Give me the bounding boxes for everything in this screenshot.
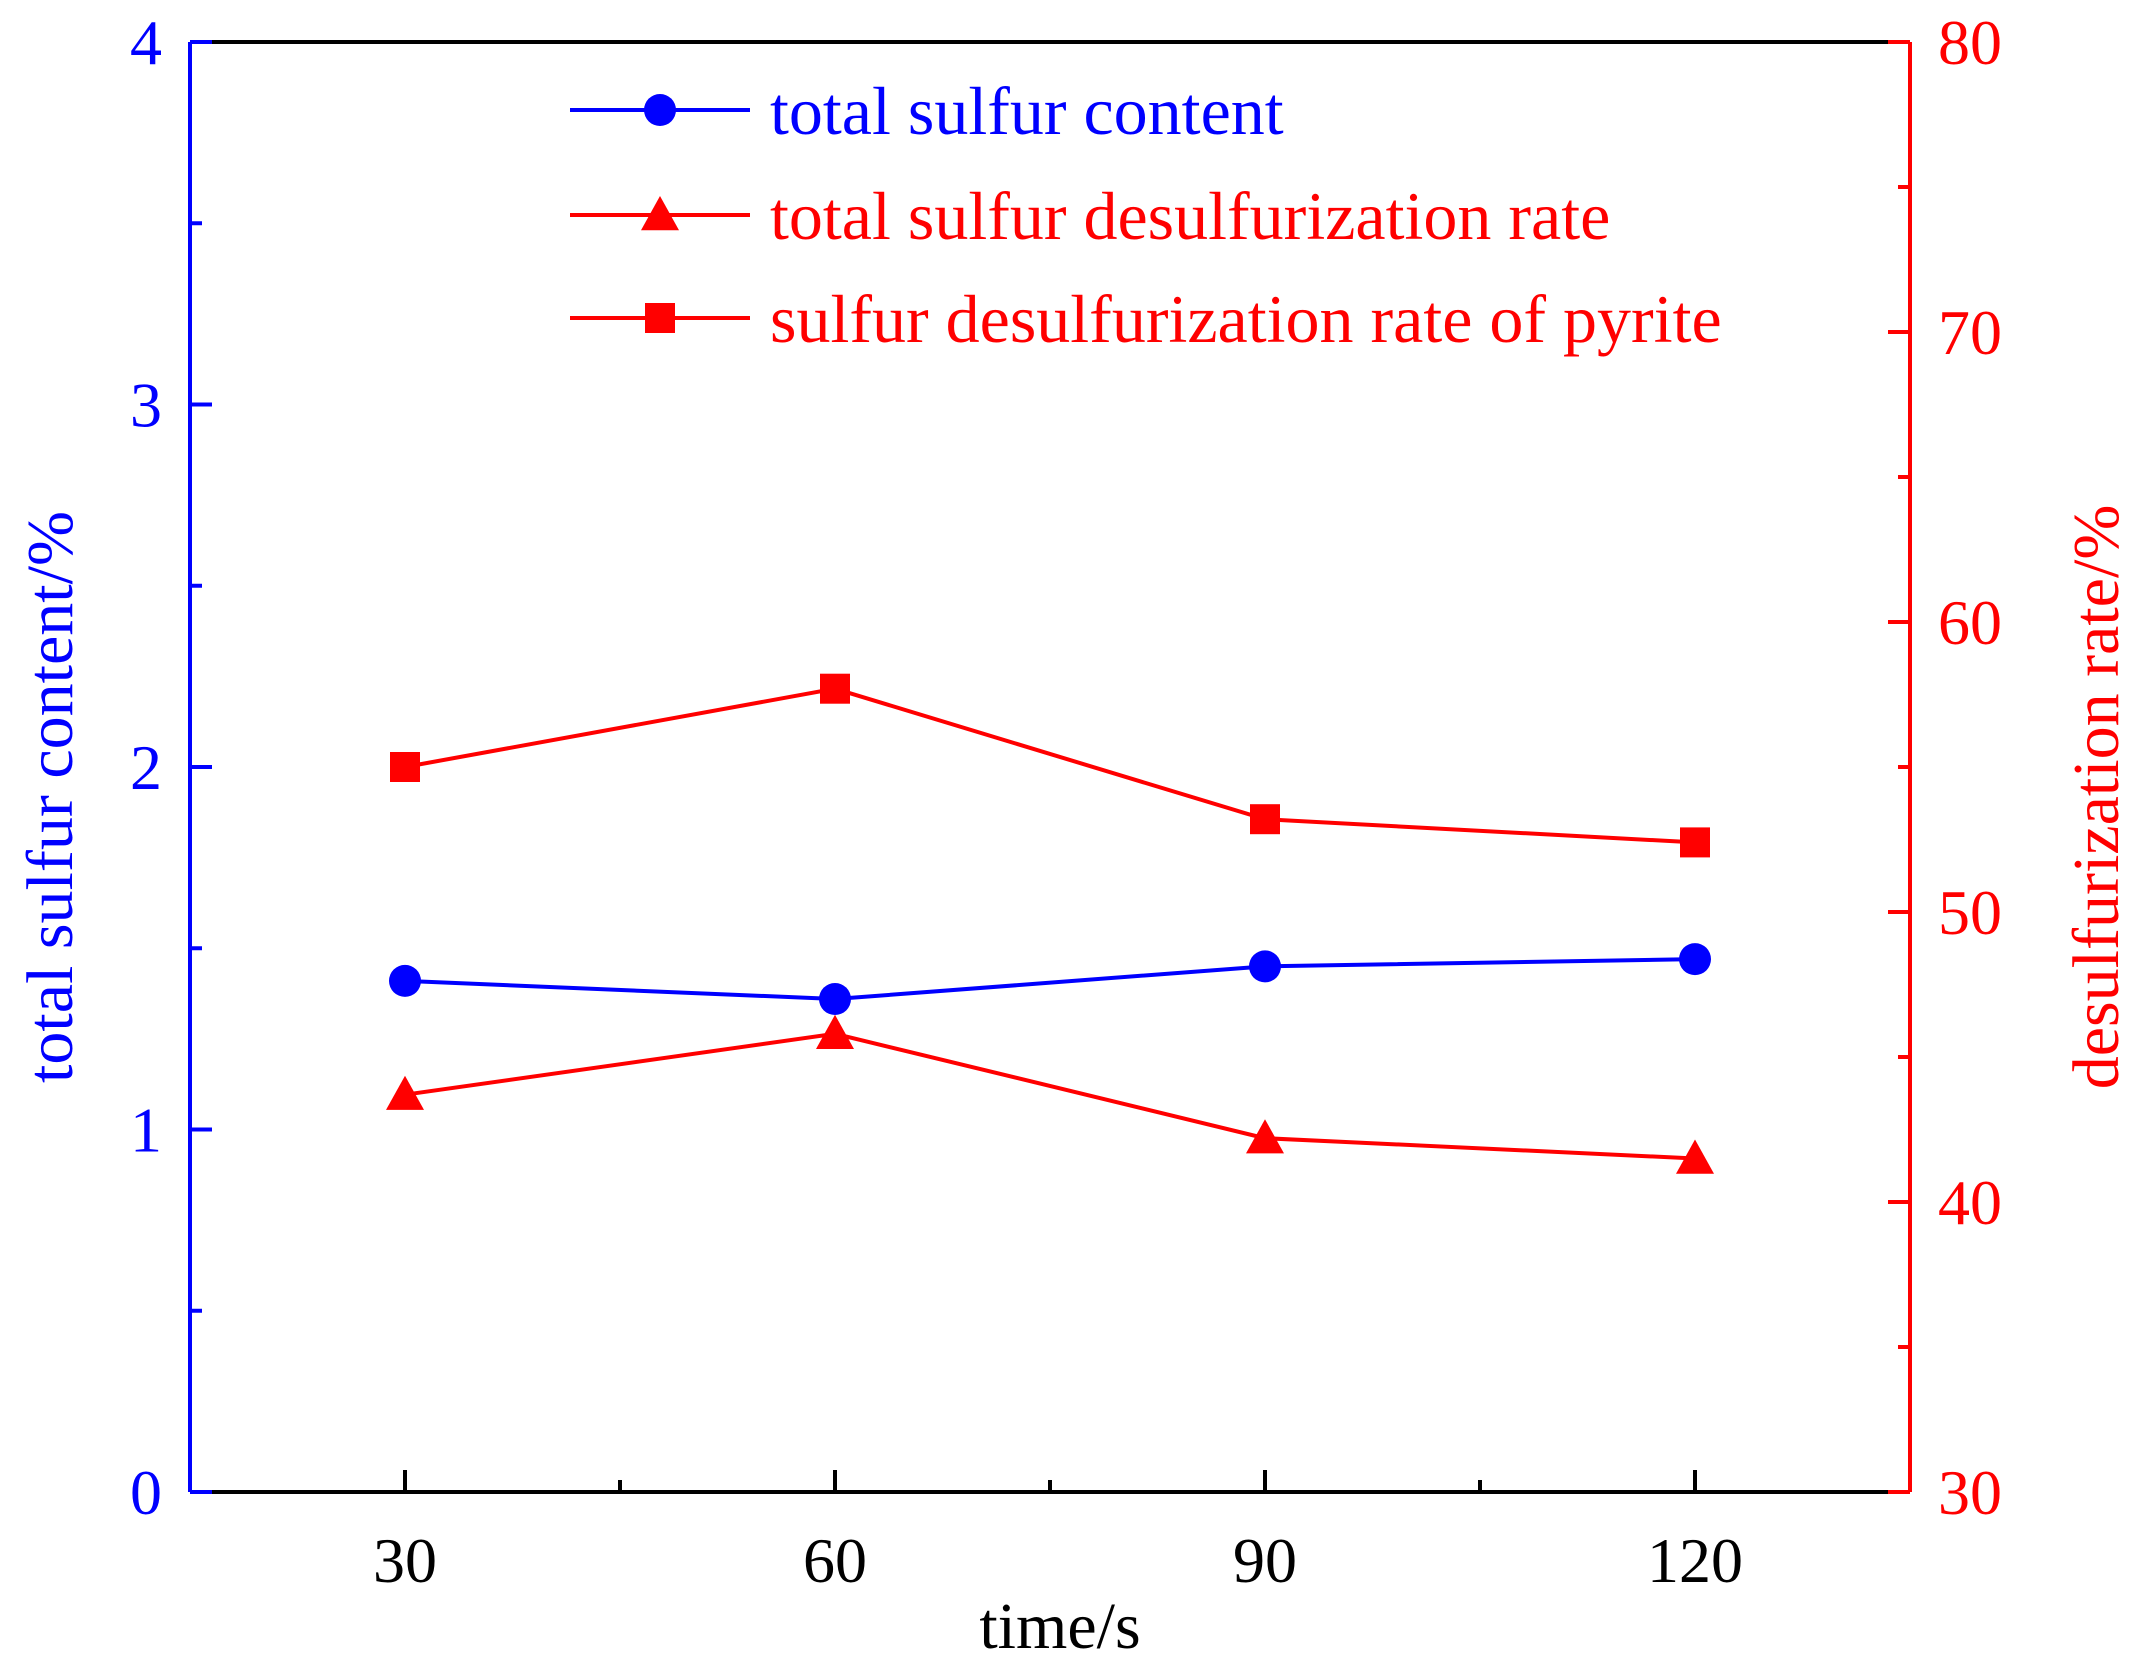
data-point-s1-x30 xyxy=(386,1075,424,1110)
data-point-s2-x60 xyxy=(820,673,850,704)
x-tick-label-60: 60 xyxy=(803,1525,867,1596)
x-tick-label-120: 120 xyxy=(1647,1525,1743,1596)
y-right-tick-label-80: 80 xyxy=(1938,7,2002,78)
x-tick-label-30: 30 xyxy=(373,1525,437,1596)
data-point-s0-x60 xyxy=(819,983,851,1015)
legend-label-total-sulfur-content: total sulfur content xyxy=(770,73,1284,149)
data-point-s0-x90 xyxy=(1249,950,1281,983)
legend-label-total-sulfur-desulfurization-rate: total sulfur desulfurization rate xyxy=(770,178,1610,254)
ticks-layer: 30 60 90 120 0 1 2 3 4 30 40 50 60 70 80 xyxy=(130,7,2002,1596)
y-right-tick-label-70: 70 xyxy=(1938,297,2002,368)
y-left-tick-label-3: 3 xyxy=(130,370,162,441)
y-left-tick-label-0: 0 xyxy=(130,1457,162,1528)
y-right-tick-label-30: 30 xyxy=(1938,1457,2002,1528)
legend-label-pyrite-desulfurization-rate: sulfur desulfurization rate of pyrite xyxy=(770,281,1722,357)
legend-marker-0 xyxy=(644,94,676,126)
y-left-tick-label-2: 2 xyxy=(130,732,162,803)
y-axis-left-title: total sulfur content/% xyxy=(14,511,87,1083)
data-point-s1-x60 xyxy=(816,1014,854,1049)
series-line-0 xyxy=(404,957,1696,1002)
x-axis-title: time/s xyxy=(979,1590,1140,1663)
axes-layer xyxy=(188,40,1912,1494)
series-line-2 xyxy=(404,686,1696,845)
y-left-tick-label-4: 4 xyxy=(130,7,162,78)
y-right-tick-label-40: 40 xyxy=(1938,1167,2002,1238)
legend: total sulfur content total sulfur desulf… xyxy=(570,73,1722,357)
y-left-tick-label-1: 1 xyxy=(130,1095,162,1166)
data-point-s0-x30 xyxy=(389,964,421,997)
y-right-tick-label-60: 60 xyxy=(1938,587,2002,658)
series-layer xyxy=(386,673,1714,1174)
data-point-s1-x120 xyxy=(1676,1139,1714,1174)
series-line-1 xyxy=(404,1031,1696,1161)
data-point-s2-x120 xyxy=(1680,827,1710,858)
legend-marker-2 xyxy=(645,303,675,333)
data-point-s1-x90 xyxy=(1246,1119,1284,1154)
data-point-s2-x90 xyxy=(1250,804,1280,835)
y-right-tick-label-50: 50 xyxy=(1938,877,2002,948)
data-point-s2-x30 xyxy=(390,752,420,782)
y-axis-right-title: desulfurization rate/% xyxy=(2060,505,2132,1090)
data-point-s0-x120 xyxy=(1679,943,1711,976)
x-tick-label-90: 90 xyxy=(1233,1525,1297,1596)
legend-marker-1 xyxy=(641,196,679,231)
